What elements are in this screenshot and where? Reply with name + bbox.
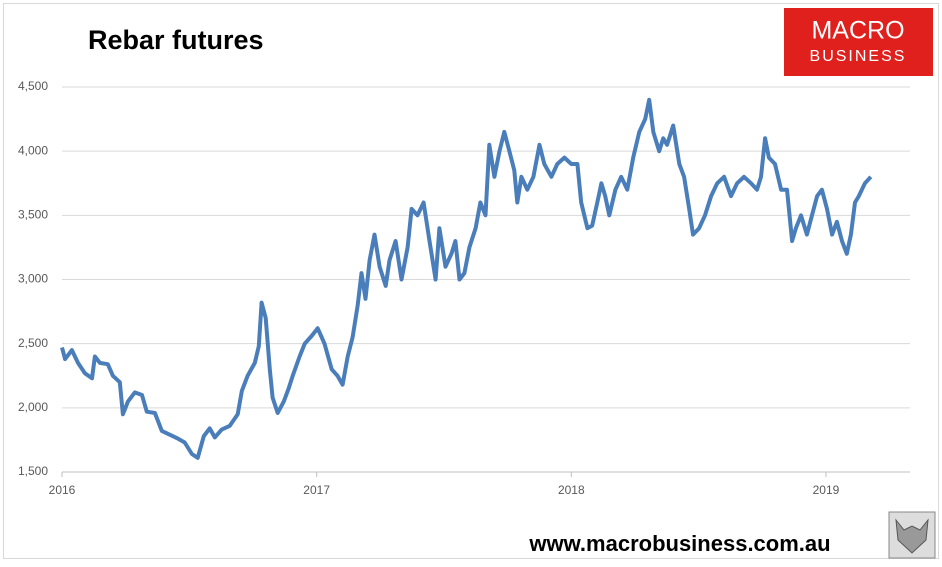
x-tick-label: 2018 (558, 483, 585, 497)
y-tick-label: 4,000 (18, 143, 48, 157)
logo-text: MACRO (811, 17, 904, 45)
x-tick-label: 2016 (49, 483, 76, 497)
chart-frame (3, 3, 939, 559)
y-tick-label: 3,500 (18, 208, 48, 222)
y-tick-label: 3,000 (18, 272, 48, 286)
logo-text: BUSINESS (810, 48, 907, 65)
x-tick-label: 2017 (303, 483, 330, 497)
footer-url: www.macrobusiness.com.au (528, 531, 830, 556)
data-line (60, 97, 873, 460)
x-tick-label: 2019 (813, 483, 840, 497)
y-tick-label: 2,500 (18, 336, 48, 350)
y-tick-label: 1,500 (18, 464, 48, 478)
chart-title: Rebar futures (88, 25, 264, 55)
logo-box (784, 8, 933, 76)
y-tick-label: 2,000 (18, 400, 48, 414)
y-tick-label: 4,500 (18, 79, 48, 93)
wolf-icon (895, 518, 929, 554)
